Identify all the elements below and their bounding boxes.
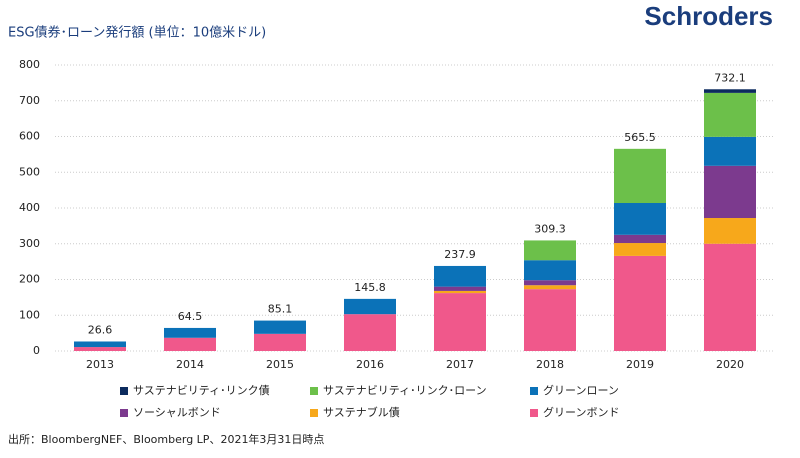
bar-segment — [524, 289, 576, 351]
legend-label: グリーンボンド — [543, 405, 619, 419]
brand-logo: Schroders — [644, 1, 773, 31]
source-note: 出所：BloombergNEF、Bloomberg LP、2021年3月31日時… — [8, 432, 324, 446]
legend-swatch — [120, 409, 128, 417]
bar-segment — [434, 286, 486, 291]
bar-segment — [524, 240, 576, 261]
bar-segment — [344, 298, 396, 315]
total-label: 237.9 — [444, 248, 476, 261]
bar-segment — [524, 260, 576, 281]
legend-swatch — [530, 409, 538, 417]
bar-segment — [164, 327, 216, 338]
total-label: 732.1 — [714, 71, 746, 84]
y-tick-label: 100 — [19, 308, 40, 321]
bar-segment — [614, 243, 666, 256]
x-tick-label: 2013 — [86, 358, 114, 371]
bar-segment — [254, 333, 306, 351]
x-tick-label: 2018 — [536, 358, 564, 371]
bar-segment — [164, 337, 216, 351]
legend-label: サステナビリティ･リンク債 — [133, 383, 270, 397]
bar-segment — [74, 347, 126, 351]
y-tick-label: 200 — [19, 273, 40, 286]
legend-label: サステナビリティ･リンク･ローン — [323, 384, 487, 397]
legend-label: サステナブル債 — [323, 405, 400, 419]
x-tick-label: 2017 — [446, 358, 474, 371]
chart-title: ESG債券･ローン発行額 (単位：10億米ドル) — [8, 25, 266, 41]
legend-label: ソーシャルボンド — [133, 406, 221, 419]
total-label: 26.6 — [88, 323, 113, 336]
bar-segment — [74, 341, 126, 348]
x-tick-label: 2014 — [176, 358, 204, 371]
legend-swatch — [310, 409, 318, 417]
legend-label: グリーンローン — [543, 383, 619, 397]
y-tick-label: 300 — [19, 237, 40, 250]
y-tick-label: 800 — [19, 58, 40, 71]
bar-segment — [434, 293, 486, 351]
bar-segment — [524, 285, 576, 290]
bar-segment — [704, 243, 756, 351]
x-tick-label: 2015 — [266, 358, 294, 371]
x-tick-label: 2020 — [716, 358, 744, 371]
y-tick-label: 700 — [19, 94, 40, 107]
legend-swatch — [120, 387, 128, 395]
bar-segment — [704, 92, 756, 137]
legend-swatch — [530, 387, 538, 395]
bar-segment — [434, 290, 486, 294]
bar-segment — [704, 89, 756, 93]
bar-segment — [614, 234, 666, 244]
bar-segment — [614, 148, 666, 203]
y-tick-label: 0 — [33, 344, 40, 357]
bar-segment — [344, 314, 396, 351]
x-tick-label: 2019 — [626, 358, 654, 371]
y-tick-label: 600 — [19, 130, 40, 143]
x-tick-label: 2016 — [356, 358, 384, 371]
y-tick-label: 400 — [19, 201, 40, 214]
bar-segment — [254, 320, 306, 334]
bar-segment — [434, 265, 486, 287]
legend-swatch — [310, 387, 318, 395]
total-label: 64.5 — [178, 310, 203, 323]
total-label: 145.8 — [354, 281, 386, 294]
y-tick-label: 500 — [19, 165, 40, 178]
bar-segment — [704, 136, 756, 166]
bar-segment — [614, 202, 666, 235]
bar-segment — [704, 218, 756, 244]
total-label: 309.3 — [534, 222, 566, 235]
bar-segment — [614, 255, 666, 351]
total-label: 565.5 — [624, 131, 656, 144]
bar-segment — [524, 280, 576, 286]
bar-segment — [704, 165, 756, 219]
total-label: 85.1 — [268, 303, 293, 316]
